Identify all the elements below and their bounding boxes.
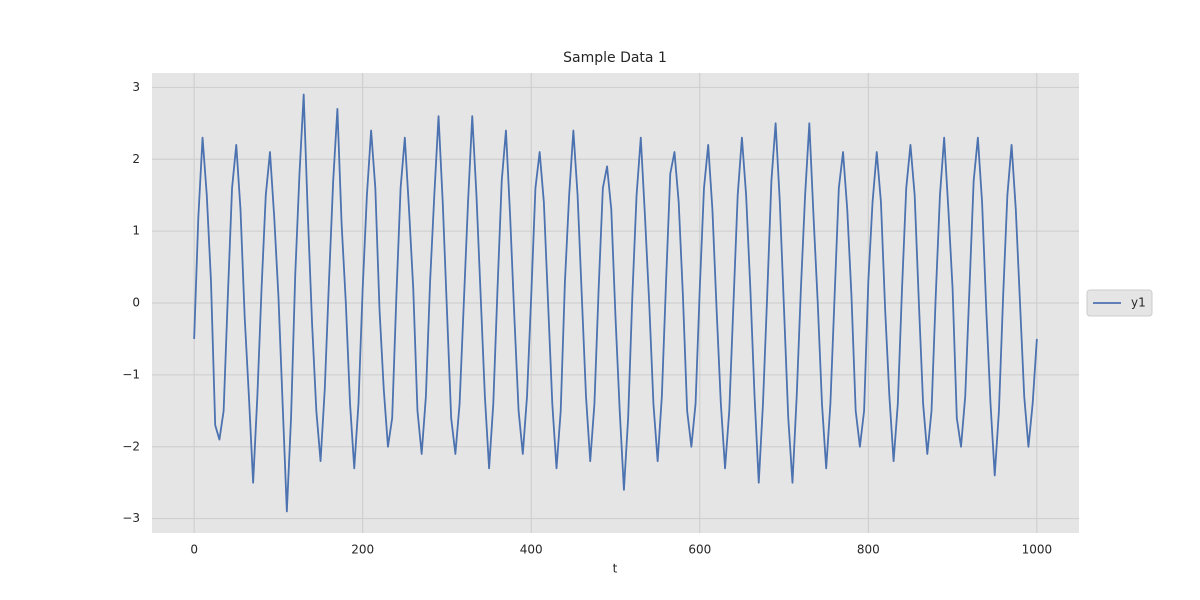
y-tick-label: −1 bbox=[122, 367, 140, 381]
y-tick-label: 2 bbox=[132, 152, 140, 166]
x-tick-label: 1000 bbox=[1022, 543, 1053, 557]
x-tick-label: 200 bbox=[351, 543, 374, 557]
y-tick-label: −2 bbox=[122, 439, 140, 453]
x-axis-label: t bbox=[613, 562, 618, 576]
x-tick-label: 800 bbox=[857, 543, 880, 557]
series-line bbox=[193, 93, 1038, 513]
x-tick-label: 400 bbox=[520, 543, 543, 557]
legend: y1 bbox=[1086, 289, 1153, 317]
chart-title: Sample Data 1 bbox=[563, 50, 667, 66]
y-tick-label: 1 bbox=[132, 224, 140, 238]
y-tick-label: 3 bbox=[132, 80, 140, 94]
x-tick-label: 600 bbox=[688, 543, 711, 557]
y-tick-label: 0 bbox=[132, 296, 140, 310]
legend-label: y1 bbox=[1131, 296, 1146, 310]
y-tick-label: −3 bbox=[122, 511, 140, 525]
x-tick-label: 0 bbox=[190, 543, 198, 557]
lines bbox=[193, 93, 1038, 513]
